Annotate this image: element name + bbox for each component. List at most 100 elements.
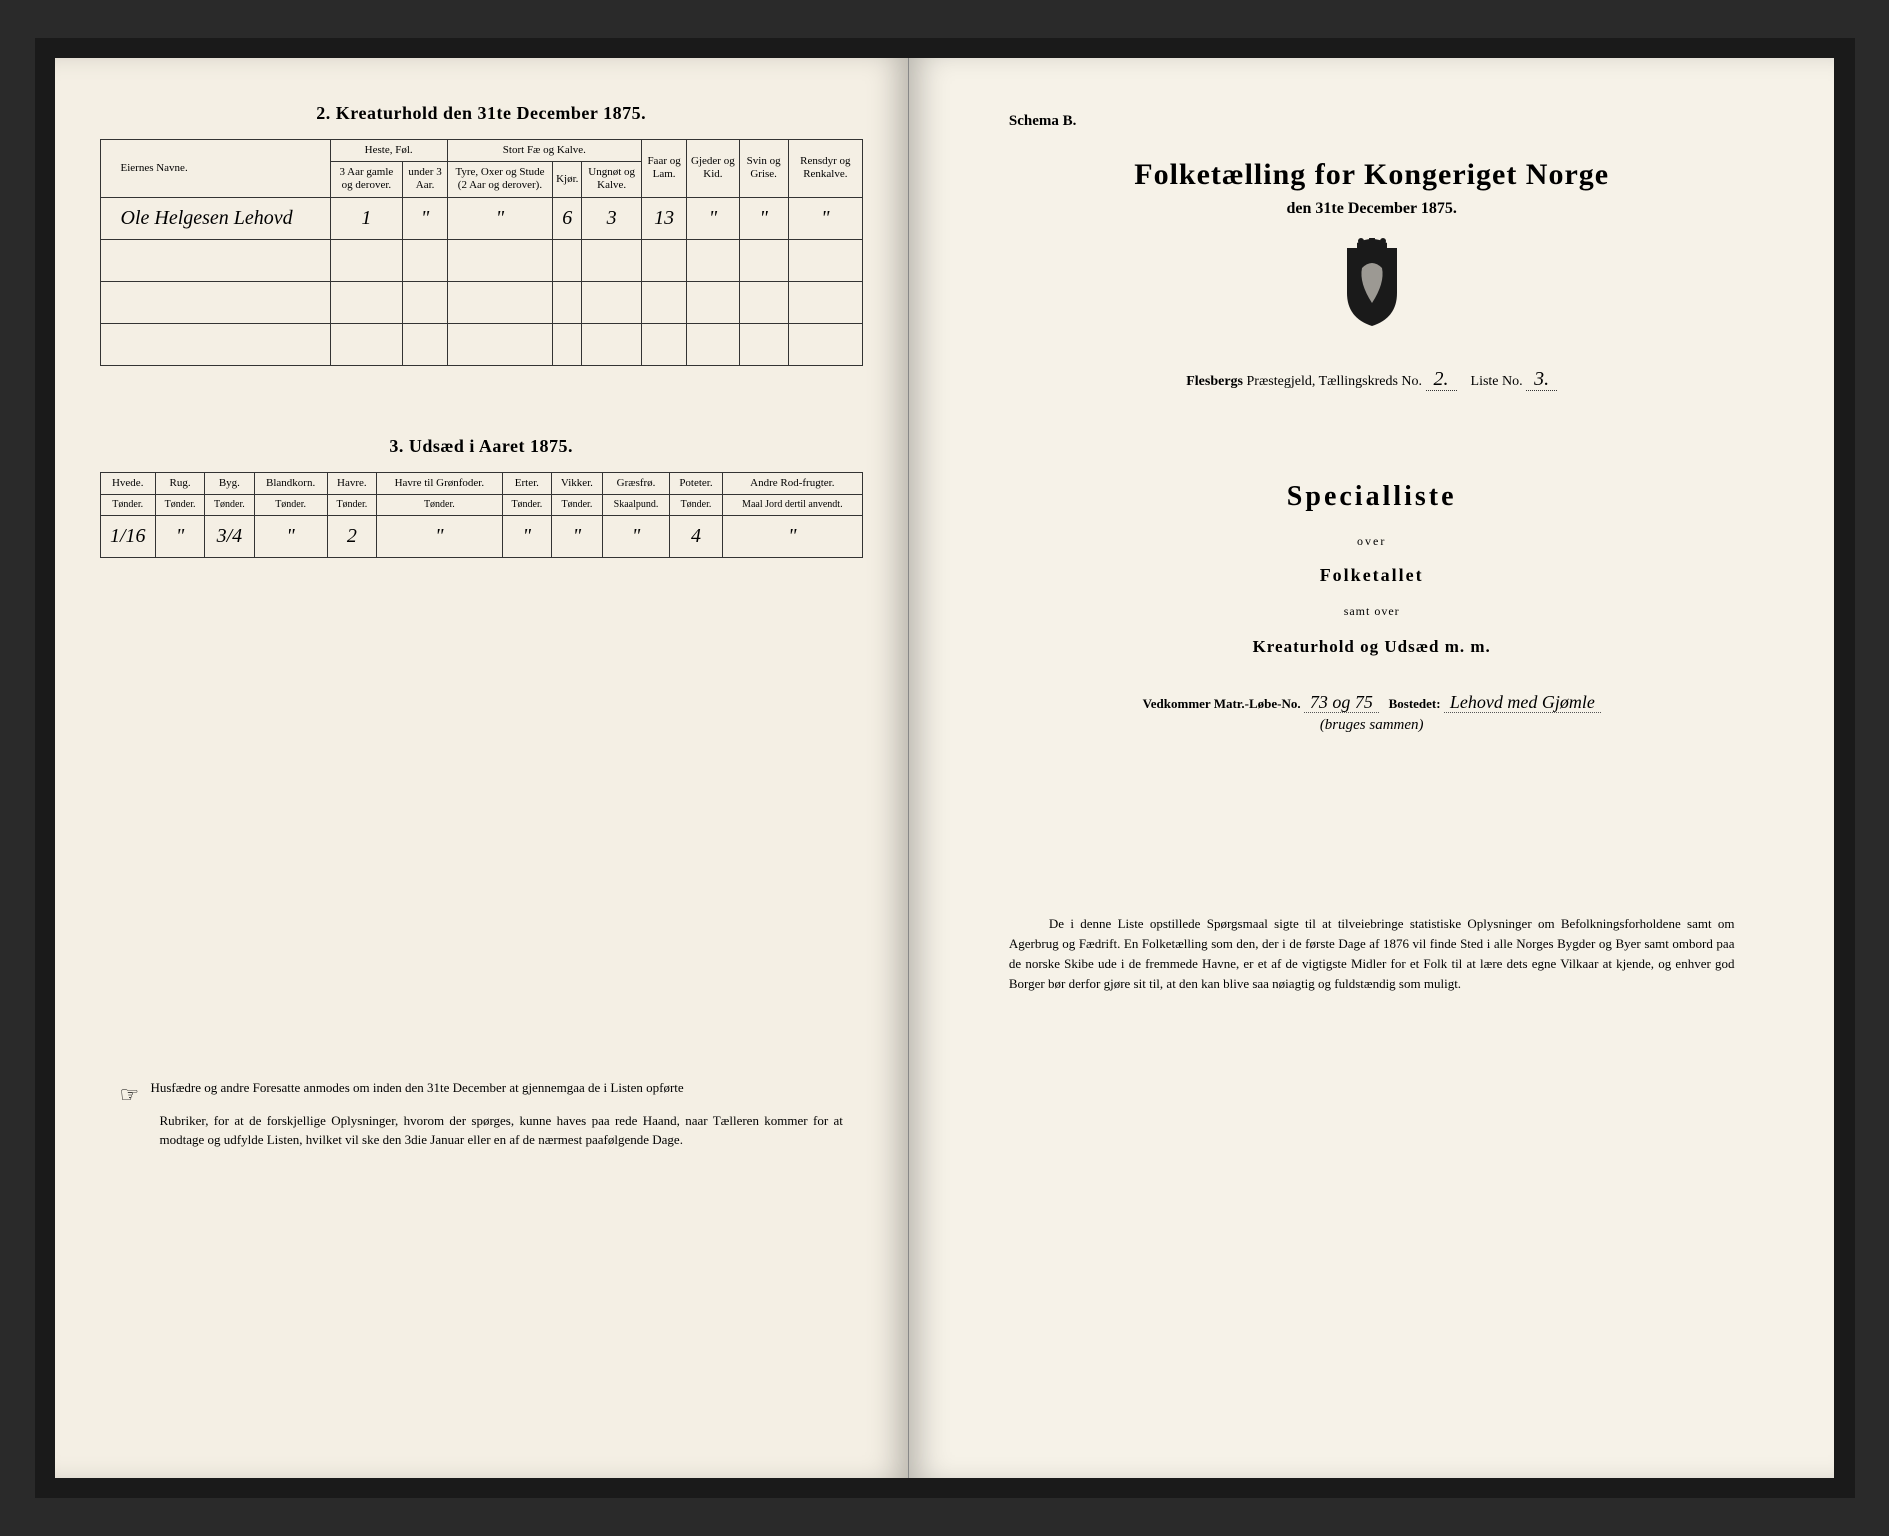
table-row [100, 323, 862, 365]
value-cell: " [687, 197, 739, 239]
value-cell: 1 [330, 197, 403, 239]
th-stort-a: Tyre, Oxer og Stude (2 Aar og derover). [447, 162, 552, 197]
value-cell: " [552, 515, 603, 557]
col-unit: Tønder. [254, 494, 327, 515]
value-cell [553, 281, 582, 323]
vedkommer-matr: 73 og 75 [1304, 692, 1379, 713]
col-unit: Tønder. [552, 494, 603, 515]
value-cell [582, 239, 642, 281]
region-label2: Liste No. [1471, 374, 1523, 389]
value-cell [788, 323, 862, 365]
schema-label: Schema B. [1009, 113, 1077, 130]
owner-cell: Ole Helgesen Lehovd [100, 197, 330, 239]
value-cell [641, 323, 686, 365]
col-unit: Maal Jord dertil anvendt. [722, 494, 862, 515]
value-cell: " [602, 515, 669, 557]
value-cell: 6 [553, 197, 582, 239]
owner-cell [100, 239, 330, 281]
th-heste-b: under 3 Aar. [403, 162, 447, 197]
vedkommer-label2: Bostedet: [1389, 696, 1441, 711]
col-unit: Tønder. [100, 494, 155, 515]
value-cell [330, 323, 403, 365]
value-cell: " [447, 197, 552, 239]
th-gjeder: Gjeder og Kid. [687, 140, 739, 198]
value-cell: " [403, 197, 447, 239]
value-cell [447, 323, 552, 365]
main-title: Folketælling for Kongeriget Norge [1134, 158, 1609, 192]
th-rens: Rensdyr og Renkalve. [788, 140, 862, 198]
col-header: Hvede. [100, 472, 155, 494]
col-header: Andre Rod-frugter. [722, 472, 862, 494]
value-cell [739, 239, 788, 281]
coat-of-arms-icon [1337, 238, 1407, 328]
table-row: 1/16"3/4"2""""4" [100, 515, 862, 557]
samt-label: samt over [1344, 604, 1400, 619]
col-header: Vikker. [552, 472, 603, 494]
col-unit: Tønder. [670, 494, 723, 515]
sub-title: den 31te December 1875. [1287, 200, 1457, 218]
value-cell: 3 [582, 197, 642, 239]
value-cell: 2 [327, 515, 376, 557]
left-page: 2. Kreaturhold den 31te December 1875. E… [55, 58, 909, 1478]
col-header: Erter. [502, 472, 551, 494]
right-page: Schema B. Folketælling for Kongeriget No… [909, 58, 1835, 1478]
region-label1: Præstegjeld, Tællingskreds No. [1247, 374, 1423, 389]
col-unit: Tønder. [502, 494, 551, 515]
value-cell [403, 323, 447, 365]
specialliste-title: Specialliste [1287, 481, 1457, 513]
vedkommer-label1: Vedkommer Matr.-Løbe-No. [1143, 696, 1301, 711]
value-cell: 13 [641, 197, 686, 239]
left-footnote: ☞ Husfædre og andre Foresatte anmodes om… [100, 1078, 863, 1150]
bottom-paragraph: De i denne Liste opstillede Spørgsmaal s… [954, 914, 1790, 995]
vedkommer-bosted: Lehovd med Gjømle [1444, 692, 1601, 713]
th-svin: Svin og Grise. [739, 140, 788, 198]
footnote-rest: Rubriker, for at de forskjellige Oplysni… [120, 1111, 843, 1150]
value-cell: " [502, 515, 551, 557]
value-cell: 4 [670, 515, 723, 557]
table-row [100, 239, 862, 281]
col-header: Havre. [327, 472, 376, 494]
value-cell [330, 281, 403, 323]
section3-title: 3. Udsæd i Aaret 1875. [100, 436, 863, 457]
th-heste-a: 3 Aar gamle og derover. [330, 162, 403, 197]
col-header: Blandkorn. [254, 472, 327, 494]
value-cell [553, 239, 582, 281]
vedkommer-sub: (bruges sammen) [1320, 717, 1424, 734]
value-cell [447, 239, 552, 281]
value-cell: " [739, 197, 788, 239]
region-line: Flesbergs Præstegjeld, Tællingskreds No.… [954, 368, 1790, 391]
value-cell [739, 323, 788, 365]
region-liste: 3. [1526, 368, 1557, 391]
value-cell [447, 281, 552, 323]
value-cell [687, 239, 739, 281]
th-stort-b: Kjør. [553, 162, 582, 197]
book-scan: 2. Kreaturhold den 31te December 1875. E… [35, 38, 1855, 1498]
value-cell [330, 239, 403, 281]
value-cell [788, 281, 862, 323]
th-stort-c: Ungnøt og Kalve. [582, 162, 642, 197]
th-faar: Faar og Lam. [641, 140, 686, 198]
value-cell: " [722, 515, 862, 557]
value-cell [788, 239, 862, 281]
value-cell [582, 281, 642, 323]
kreaturhold-table: Eiernes Navne. Heste, Føl. Stort Fæ og K… [100, 139, 863, 366]
section2-title: 2. Kreaturhold den 31te December 1875. [100, 103, 863, 124]
th-heste: Heste, Føl. [330, 140, 447, 162]
value-cell [403, 281, 447, 323]
value-cell [641, 281, 686, 323]
col-unit: Skaalpund. [602, 494, 669, 515]
col-header: Poteter. [670, 472, 723, 494]
value-cell: " [254, 515, 327, 557]
th-owner: Eiernes Navne. [100, 140, 330, 198]
value-cell [739, 281, 788, 323]
footnote-lead: Husfædre og andre Foresatte anmodes om i… [150, 1080, 683, 1095]
owner-cell [100, 281, 330, 323]
value-cell: " [377, 515, 503, 557]
udsaed-table: Hvede.Rug.Byg.Blandkorn.Havre.Havre til … [100, 472, 863, 558]
value-cell: " [155, 515, 204, 557]
table-row [100, 281, 862, 323]
owner-cell [100, 323, 330, 365]
col-unit: Tønder. [377, 494, 503, 515]
col-header: Byg. [205, 472, 254, 494]
col-header: Græsfrø. [602, 472, 669, 494]
